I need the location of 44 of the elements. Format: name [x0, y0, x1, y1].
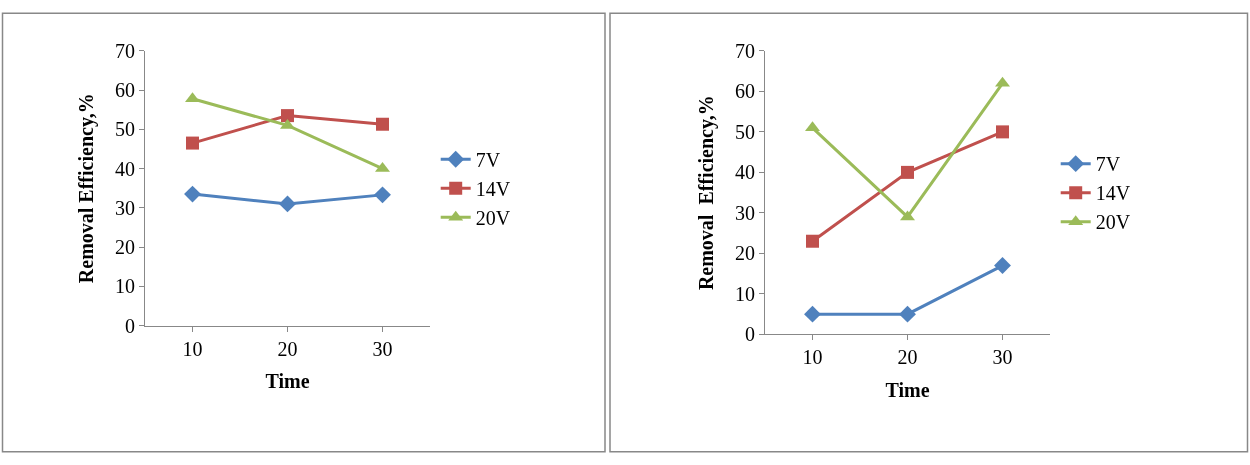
x-tick-label: 10 — [182, 337, 203, 360]
point — [184, 185, 201, 203]
y-tick-label: 50 — [115, 118, 135, 141]
point — [994, 257, 1011, 274]
y-tick-label: 30 — [735, 201, 755, 224]
y-tick-label: 30 — [115, 196, 135, 219]
y-axis-title: Removal Efficiency,% — [75, 93, 99, 284]
point — [804, 305, 821, 323]
y-tick-label: 10 — [115, 275, 135, 298]
legend-label: 7V — [475, 149, 501, 171]
x-tick-label: 30 — [992, 346, 1013, 369]
y-tick-label: 50 — [735, 120, 755, 143]
y-tick-label: 0 — [745, 323, 755, 346]
point — [899, 305, 916, 323]
y-axis-title: Removal Efficiency,% — [695, 95, 719, 291]
legend-label: 7V — [1095, 153, 1121, 176]
point — [996, 125, 1009, 139]
point — [186, 136, 199, 150]
legend-label: 14V — [1095, 182, 1131, 205]
x-tick-label: 20 — [277, 337, 298, 360]
y-tick-label: 60 — [115, 79, 135, 102]
point — [374, 186, 391, 204]
point — [281, 109, 294, 123]
y-tick-label: 40 — [735, 161, 755, 184]
y-tick-label: 10 — [735, 282, 755, 305]
y-tick-label: 20 — [735, 242, 755, 265]
x-tick-label: 10 — [802, 346, 823, 369]
point — [279, 195, 296, 213]
point — [376, 117, 389, 131]
y-tick-label: 0 — [125, 314, 135, 337]
point — [901, 165, 914, 179]
legend-label: 20V — [475, 207, 511, 229]
x-tick-label: 20 — [897, 346, 918, 369]
y-tick-label: 40 — [115, 157, 135, 180]
y-tick-label: 20 — [115, 236, 135, 259]
legend-label: 20V — [1095, 211, 1131, 234]
legend-label: 14V — [475, 178, 511, 200]
point — [806, 234, 819, 248]
y-tick-label: 70 — [735, 39, 755, 62]
x-axis-title: Time — [885, 378, 930, 401]
x-tick-label: 30 — [372, 337, 393, 360]
x-axis-title: Time — [265, 370, 310, 393]
y-tick-label: 70 — [115, 39, 135, 62]
y-tick-label: 60 — [735, 80, 755, 103]
